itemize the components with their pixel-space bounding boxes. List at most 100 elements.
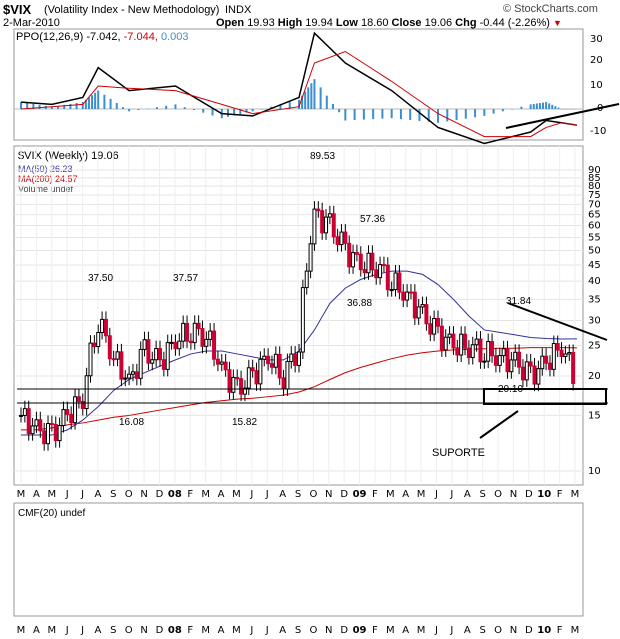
ppo-histogram-bar <box>115 103 118 109</box>
ppo-histogram-bar <box>572 109 575 110</box>
annotation-suporte: SUPORTE <box>432 447 485 459</box>
price-candle <box>447 333 452 338</box>
xaxis-label-bottom: F <box>557 625 563 636</box>
xaxis-label-bottom: M <box>571 625 580 636</box>
ppo-histogram-bar <box>304 91 307 109</box>
price-candle <box>266 355 271 365</box>
high-value: 19.94 <box>305 17 333 29</box>
price-candle <box>432 317 437 335</box>
xaxis-label-bottom: J <box>249 625 253 636</box>
cmf-panel-frame <box>13 502 584 617</box>
ppo-histogram-bar <box>362 109 365 120</box>
price-candle <box>474 338 479 346</box>
price-candle <box>34 419 39 427</box>
price-candle <box>455 347 460 356</box>
price-candle <box>200 328 205 347</box>
price-candle <box>463 333 468 349</box>
price-candle <box>354 252 359 255</box>
price-ytick: 10 <box>588 466 601 477</box>
price-candle <box>428 323 433 335</box>
ohlc-bar: Open 19.93 High 19.94 Low 18.60 Close 19… <box>216 17 562 29</box>
price-candle <box>347 242 352 268</box>
xaxis-label-bottom: D <box>340 625 348 636</box>
xaxis-label-bottom: M <box>17 625 26 636</box>
price-candle <box>490 341 495 357</box>
price-candle <box>188 340 193 344</box>
chart-symbol: $VIX <box>3 2 32 17</box>
ppo-histogram-bar <box>483 109 486 116</box>
ppo-histogram-bar <box>202 109 205 113</box>
xaxis-label: A <box>218 489 225 500</box>
xaxis-label: A <box>402 489 409 500</box>
price-candle <box>219 361 224 365</box>
price-ytick: 90 <box>588 165 601 176</box>
ppo-histogram-bar <box>20 102 22 109</box>
xaxis-label: M <box>47 489 56 500</box>
price-legend-volume: Volume undef <box>18 184 74 194</box>
price-candle <box>150 359 155 364</box>
ppo-histogram-bar <box>557 107 560 109</box>
price-candle <box>331 213 336 238</box>
price-candle <box>385 264 390 291</box>
price-candle <box>246 367 251 389</box>
ppo-histogram-bar <box>57 105 60 109</box>
price-candle <box>161 359 166 370</box>
chg-value: -0.44 (-2.26%) <box>479 17 550 29</box>
price-candle <box>92 342 97 348</box>
price-candle <box>169 341 174 344</box>
ppo-histogram-bar <box>535 103 538 109</box>
xaxis-label: J <box>265 489 269 500</box>
price-candle <box>374 269 379 279</box>
ppo-histogram-bar <box>437 109 439 123</box>
price-candle <box>544 355 549 364</box>
ppo-ytick: 10 <box>590 80 603 91</box>
open-label: Open <box>216 17 245 29</box>
price-candle <box>80 400 85 410</box>
ppo-histogram-bar <box>260 109 263 110</box>
price-candle <box>258 358 263 385</box>
price-candle <box>362 269 367 274</box>
ppo-histogram-bar <box>251 109 254 112</box>
annotation-5736: 57.36 <box>360 214 385 225</box>
price-candle <box>96 331 101 348</box>
price-candle <box>208 330 213 340</box>
ppo-histogram-bar <box>520 106 523 109</box>
xaxis-label: J <box>434 489 438 500</box>
watermark: © StockCharts.com <box>503 3 598 15</box>
price-candle <box>215 358 220 365</box>
price-candle <box>420 304 425 308</box>
ppo-histogram-bar <box>325 95 328 109</box>
annotation-peak: 89.53 <box>310 151 335 162</box>
xaxis-label: S <box>479 489 485 500</box>
price-candle <box>412 291 417 319</box>
ppo-histogram-bar <box>298 99 300 109</box>
price-candle <box>335 236 340 246</box>
price-candle <box>38 419 43 432</box>
ppo-histogram-bar <box>331 103 334 109</box>
ppo-histogram-bar <box>103 94 106 109</box>
annotation-3184: 31.84 <box>506 296 531 307</box>
xaxis-label-bottom: O <box>309 625 317 636</box>
ppo-histogram-bar <box>75 103 78 109</box>
price-candle <box>297 351 301 366</box>
ppo-histogram-bar <box>84 99 87 109</box>
ppo-histogram-bar <box>245 109 248 113</box>
xaxis-label: M <box>232 489 241 500</box>
xaxis-label-bottom: A <box>95 625 102 636</box>
price-ytick: 65 <box>588 210 601 221</box>
ppo-histogram-bar <box>538 103 541 109</box>
ppo-histogram-bar <box>146 108 149 110</box>
price-candle <box>308 243 313 272</box>
price-candle <box>312 208 317 245</box>
price-candle <box>401 291 406 301</box>
xaxis-label: D <box>340 489 348 500</box>
ppo-histogram-bar <box>97 90 100 109</box>
xaxis-label: O <box>494 489 502 500</box>
xaxis-label-bottom: M <box>386 625 395 636</box>
price-candle <box>235 376 240 380</box>
price-candle <box>204 338 209 347</box>
price-candle <box>520 366 525 381</box>
ppo-histogram-bar <box>109 98 112 109</box>
price-candle <box>478 338 483 363</box>
price-candle <box>466 347 471 359</box>
